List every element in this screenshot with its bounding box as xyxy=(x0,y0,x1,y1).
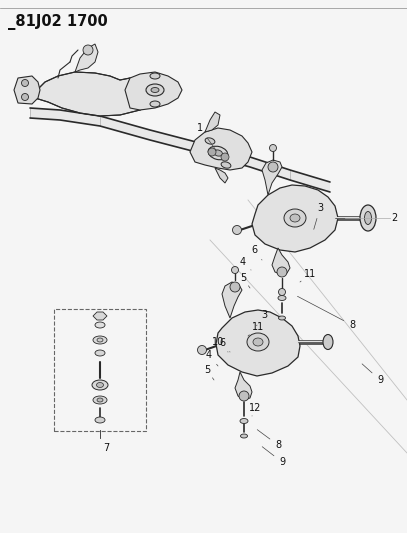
Ellipse shape xyxy=(247,333,269,351)
Text: _81J02 1700: _81J02 1700 xyxy=(8,14,108,30)
Text: 10: 10 xyxy=(212,337,228,352)
Text: 9: 9 xyxy=(362,364,383,385)
Text: 11: 11 xyxy=(300,269,316,282)
Text: 4: 4 xyxy=(240,257,251,270)
Circle shape xyxy=(22,93,28,101)
Ellipse shape xyxy=(92,380,108,390)
Ellipse shape xyxy=(290,214,300,222)
Polygon shape xyxy=(75,44,98,72)
Text: 2: 2 xyxy=(391,213,397,223)
Circle shape xyxy=(232,266,239,273)
Ellipse shape xyxy=(146,84,164,96)
Text: 8: 8 xyxy=(298,296,355,330)
Circle shape xyxy=(278,288,285,295)
Circle shape xyxy=(221,153,229,161)
Text: 4: 4 xyxy=(206,350,218,366)
Polygon shape xyxy=(190,128,252,170)
Polygon shape xyxy=(30,108,330,192)
Ellipse shape xyxy=(93,396,107,404)
Ellipse shape xyxy=(253,338,263,346)
Polygon shape xyxy=(272,248,290,275)
Text: 5: 5 xyxy=(204,365,214,380)
Polygon shape xyxy=(93,312,107,320)
Ellipse shape xyxy=(96,383,103,387)
Polygon shape xyxy=(216,310,300,376)
Ellipse shape xyxy=(95,322,105,328)
Circle shape xyxy=(197,345,206,354)
Text: 6: 6 xyxy=(251,245,262,260)
Ellipse shape xyxy=(360,205,376,231)
Ellipse shape xyxy=(278,316,285,320)
Polygon shape xyxy=(205,112,220,132)
Text: 3: 3 xyxy=(256,310,267,326)
Ellipse shape xyxy=(95,417,105,423)
Circle shape xyxy=(230,282,240,292)
Ellipse shape xyxy=(240,418,248,424)
Ellipse shape xyxy=(208,146,228,160)
Polygon shape xyxy=(14,76,40,104)
Ellipse shape xyxy=(284,209,306,227)
Ellipse shape xyxy=(323,335,333,350)
Ellipse shape xyxy=(278,295,286,301)
Text: 11: 11 xyxy=(248,322,264,336)
Ellipse shape xyxy=(93,336,107,344)
Circle shape xyxy=(83,45,93,55)
Ellipse shape xyxy=(150,73,160,79)
Text: 3: 3 xyxy=(314,203,323,229)
Ellipse shape xyxy=(95,350,105,356)
Polygon shape xyxy=(215,168,228,183)
Ellipse shape xyxy=(365,212,372,224)
Ellipse shape xyxy=(241,434,247,438)
Text: 12: 12 xyxy=(249,403,261,416)
Polygon shape xyxy=(222,282,242,318)
Circle shape xyxy=(269,144,276,151)
Ellipse shape xyxy=(97,338,103,342)
Polygon shape xyxy=(252,185,338,252)
Ellipse shape xyxy=(205,138,215,144)
Polygon shape xyxy=(235,372,252,400)
Circle shape xyxy=(239,391,249,401)
Text: 9: 9 xyxy=(262,447,285,467)
Circle shape xyxy=(277,267,287,277)
Circle shape xyxy=(208,148,216,156)
Text: 6: 6 xyxy=(219,338,230,352)
Text: 7: 7 xyxy=(103,443,109,453)
Text: 5: 5 xyxy=(240,273,250,288)
Circle shape xyxy=(268,162,278,172)
Polygon shape xyxy=(262,160,282,195)
Polygon shape xyxy=(32,72,160,116)
Ellipse shape xyxy=(151,87,159,93)
Circle shape xyxy=(232,225,241,235)
Ellipse shape xyxy=(221,162,231,168)
Ellipse shape xyxy=(97,398,103,402)
Text: 1: 1 xyxy=(197,123,217,151)
Text: 8: 8 xyxy=(257,430,281,450)
Polygon shape xyxy=(125,72,182,110)
Ellipse shape xyxy=(150,101,160,107)
Circle shape xyxy=(22,79,28,86)
Ellipse shape xyxy=(214,150,222,156)
